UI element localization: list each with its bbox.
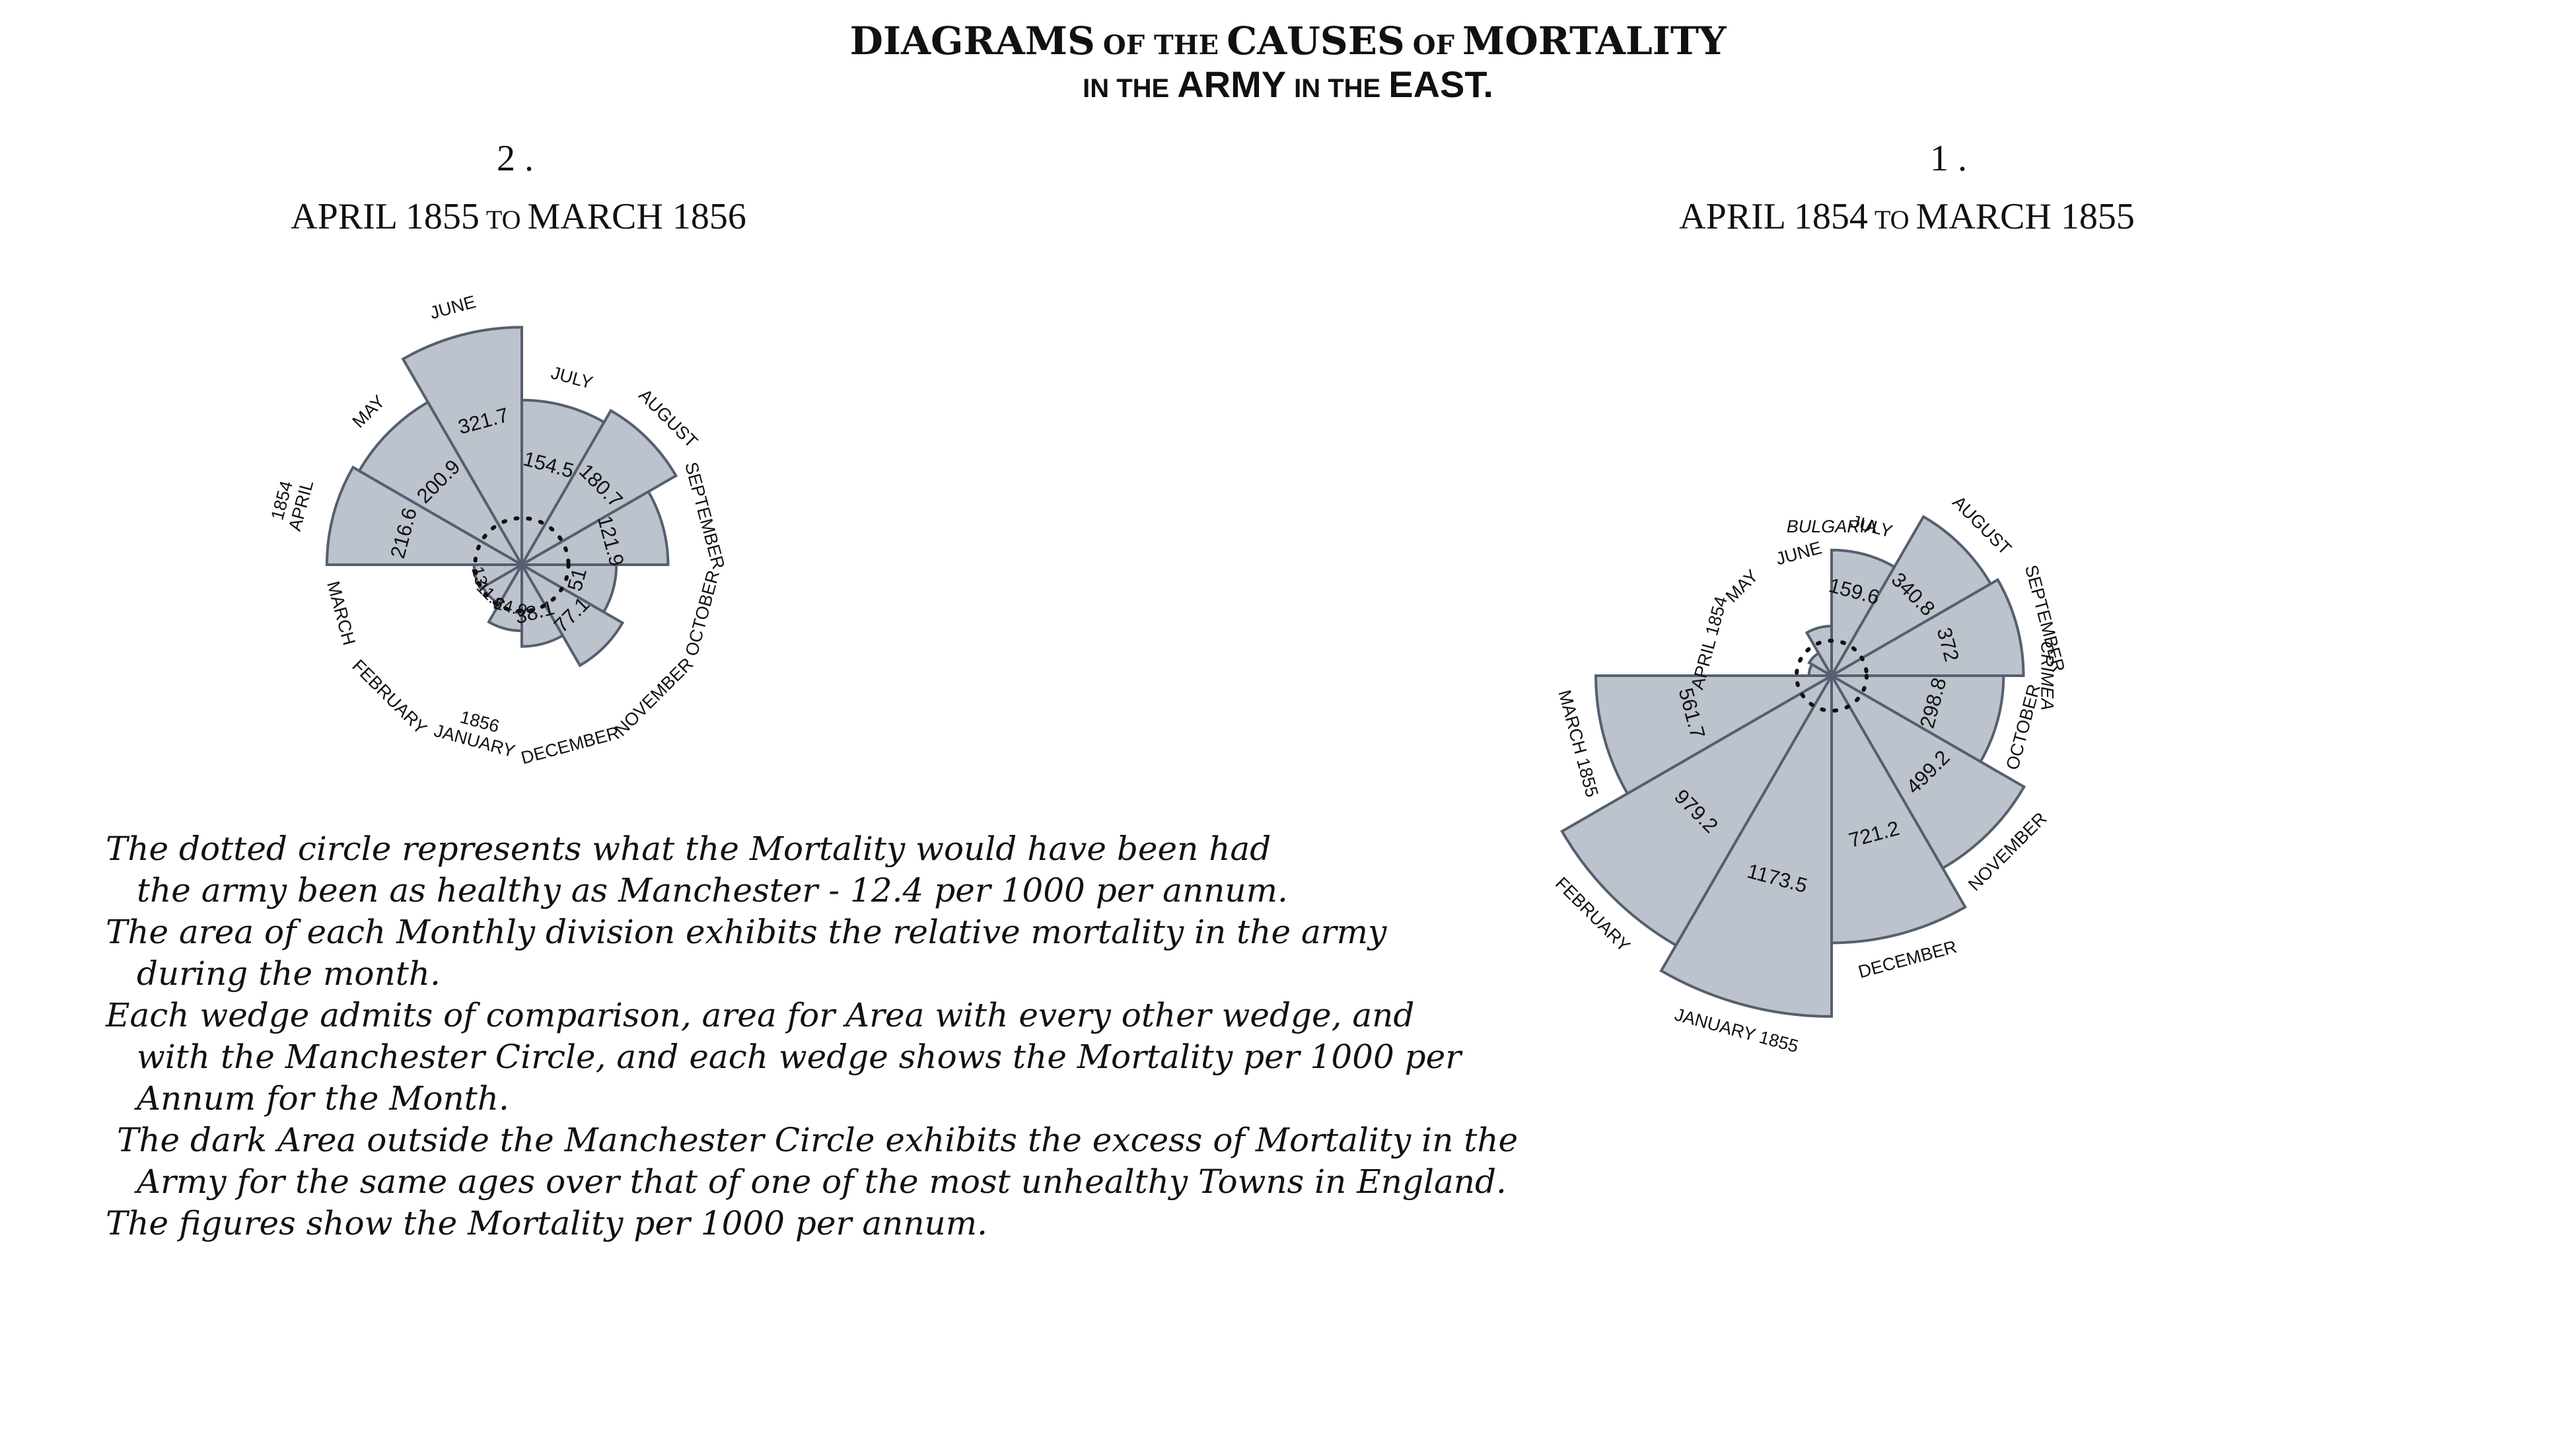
plate-1-region-label-crimea: CRIMEA	[2037, 641, 2057, 710]
plate-1-wedge-january	[1659, 670, 1833, 1018]
plate-1-wedge-august	[1828, 515, 1993, 680]
plate-2-month-label-october: OCTOBER	[682, 568, 723, 658]
plate-2-period-to: MARCH 1856	[527, 196, 746, 237]
title-of: OF	[1413, 30, 1454, 61]
title-causes: CAUSES	[1227, 18, 1405, 63]
note-line-7: Annum for the Month.	[134, 1079, 509, 1118]
plate-1-number: 1 .	[1930, 138, 1967, 179]
plate-1-reference-circle	[1794, 638, 1869, 713]
plate-1-wedge-september	[1826, 578, 2025, 677]
chart-plate-1: 159.6 340.8372298.8499.2721.21173.5979.25…	[1552, 492, 2069, 1057]
plate-2-month-label-february: FEBRUARY	[348, 656, 431, 738]
plate-2-wedge-september	[517, 489, 670, 566]
plate-2-month-label-july: JULY	[549, 363, 595, 393]
plate-1-wedge-march	[1594, 674, 1837, 796]
note-line-3: The area of each Monthly division exhibi…	[106, 913, 1387, 951]
plate-2-month-label-december: DECEMBER	[519, 723, 622, 768]
note-line-8: The dark Area outside the Manchester Cir…	[117, 1121, 1518, 1159]
plate-1-month-label-june: JUNE	[1773, 538, 1824, 569]
plate-2-month-label-june: JUNE	[428, 292, 478, 323]
plate-2-period-from: APRIL 1855	[291, 196, 480, 237]
plate-2-period: APRIL 1855 TO MARCH 1856	[291, 196, 746, 237]
note-line-10: The figures show the Mortality per 1000 …	[106, 1204, 987, 1242]
plate-2-period-to-word: TO	[486, 205, 521, 234]
plate-1-month-label-march: MARCH 1855	[1554, 688, 1602, 799]
title-east: EAST.	[1388, 63, 1493, 105]
plate-1-wedge-february	[1560, 672, 1836, 947]
plate-1-region-label-bulgaria: BULGARIA	[1787, 517, 1877, 536]
title-of-the: OF THE	[1103, 30, 1219, 61]
plate-1-period-from: APRIL 1854	[1679, 196, 1868, 237]
plate-2-wedge-june	[401, 326, 523, 570]
plate-1-wedge-october	[1826, 674, 2005, 764]
title-line-2: IN THE ARMY IN THE EAST.	[1083, 63, 1493, 105]
plate-2-month-label-may: MAY	[348, 391, 388, 431]
title-line-1: DIAGRAMS OF THE CAUSES OF MORTALITY	[850, 18, 1727, 63]
plate-2-wedge-november	[518, 561, 625, 668]
plate-2-month-label-november: NOVEMBER	[611, 654, 697, 740]
plate-1-wedge-december	[1830, 670, 1967, 945]
plate-1-heading: 1 . APRIL 1854 TO MARCH 1855	[1679, 138, 2135, 237]
note-line-5: Each wedge admits of comparison, area fo…	[105, 996, 1414, 1034]
plate-2-wedge-april	[325, 465, 527, 566]
plate-2-month-label-september: SEPTEMBER	[681, 460, 729, 571]
title-in-the-2: IN THE	[1294, 74, 1380, 103]
plate-2-month-label-march: MARCH	[323, 579, 359, 647]
plate-1-month-label-december: DECEMBER	[1856, 937, 1959, 982]
title-diagrams: DIAGRAMS	[850, 18, 1095, 63]
note-line-2: the army been as healthy as Manchester -…	[137, 871, 1288, 910]
plate-1-period-to-word: TO	[1875, 205, 1910, 234]
note-line-6: with the Manchester Circle, and each wed…	[137, 1038, 1463, 1076]
plate-2-number: 2 .	[497, 138, 534, 179]
chart-plate-2: 216.6200.9321.7154.5180.7121.95177.138.1…	[267, 292, 729, 768]
note-line-4: during the month.	[137, 954, 441, 993]
note-line-9: Army for the same ages over that of one …	[134, 1162, 1507, 1201]
title-in-the: IN THE	[1083, 74, 1169, 103]
title-army: ARMY	[1177, 63, 1286, 105]
notes: The dotted circle represents what the Mo…	[105, 830, 1518, 1242]
main-title: DIAGRAMS OF THE CAUSES OF MORTALITY IN T…	[850, 18, 1727, 105]
title-mortality: MORTALITY	[1462, 18, 1727, 63]
plate-1-period-to: MARCH 1855	[1915, 196, 2134, 237]
plate-1-period: APRIL 1854 TO MARCH 1855	[1679, 196, 2135, 237]
plate-2-reference-circle	[473, 516, 571, 614]
plate-1-wedge-november	[1828, 672, 2026, 871]
plate-2-wedge-may	[357, 400, 526, 569]
plate-2-wedge-august	[518, 408, 678, 569]
note-line-1: The dotted circle represents what the Mo…	[106, 830, 1271, 868]
plate-2-heading: 2 . APRIL 1855 TO MARCH 1856	[291, 138, 746, 237]
plate-2-wedge-march	[472, 563, 527, 590]
